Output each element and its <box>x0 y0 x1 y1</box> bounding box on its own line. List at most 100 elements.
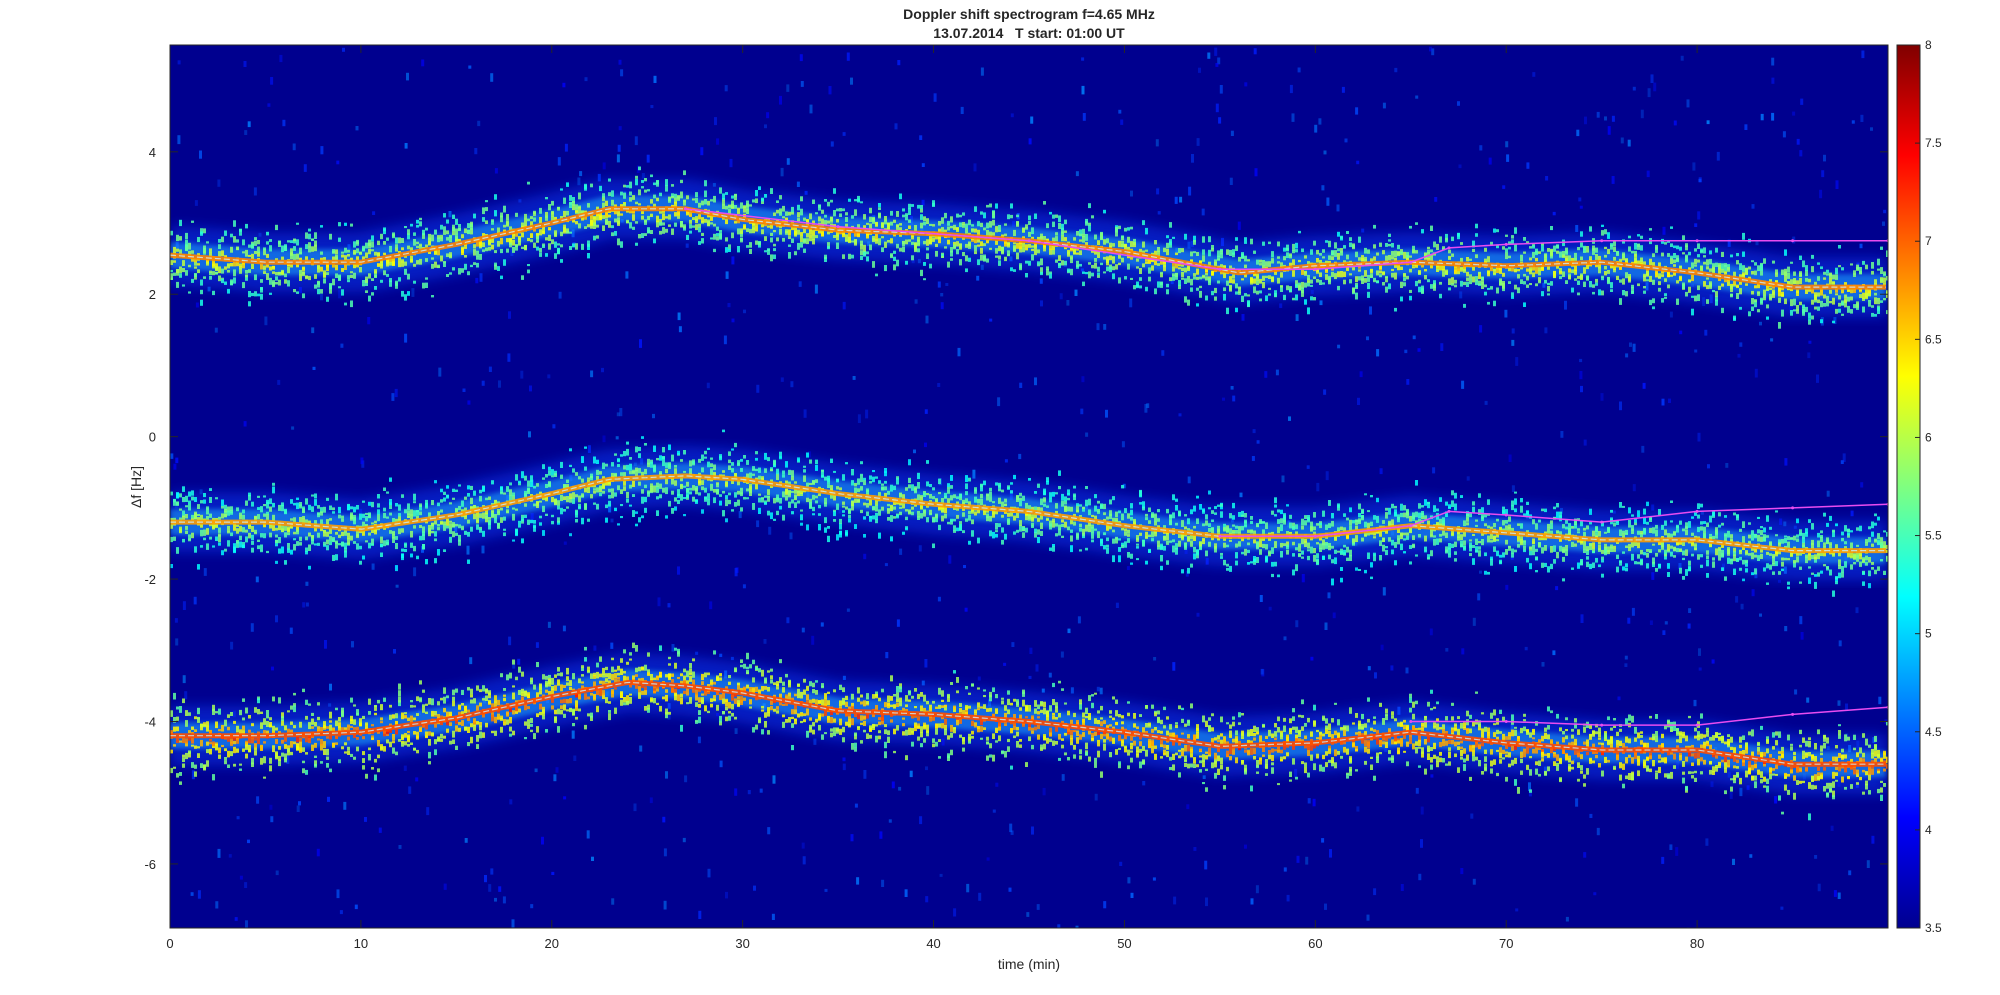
trace-speck <box>182 268 185 273</box>
trace-speck <box>269 292 272 295</box>
noise-speck <box>939 873 943 877</box>
trace-speck <box>272 271 275 274</box>
trace-speck <box>485 497 488 501</box>
trace-speck <box>569 195 572 201</box>
noise-speck <box>786 158 790 165</box>
trace-speck <box>797 218 800 222</box>
trace-speck <box>1514 227 1517 234</box>
noise-speck <box>1740 603 1744 610</box>
trace-speck <box>488 496 491 500</box>
trace-speck <box>488 246 491 251</box>
trace-speck <box>311 506 314 512</box>
trace-speck <box>392 536 395 543</box>
trace-speck <box>218 239 221 243</box>
trace-speck <box>623 480 626 486</box>
noise-speck <box>986 857 990 861</box>
trace-speck <box>302 271 305 277</box>
noise-speck <box>1316 482 1320 492</box>
trace-speck <box>512 513 515 521</box>
noise-speck <box>1806 697 1810 703</box>
trace-speck <box>929 263 932 269</box>
trace-speck <box>1067 268 1070 273</box>
trace-speck <box>206 261 209 266</box>
trace-speck <box>1157 263 1160 266</box>
noise-speck <box>1552 650 1556 656</box>
trace-speck <box>434 480 437 484</box>
trace-speck <box>341 531 344 537</box>
trace-speck <box>608 500 611 507</box>
trace-speck <box>614 492 617 497</box>
trace-speck <box>1487 301 1490 305</box>
noise-speck <box>742 584 746 589</box>
trace-speck <box>371 522 374 525</box>
trace-speck <box>335 273 338 278</box>
trace-speck <box>509 495 512 502</box>
trace-speck <box>599 485 602 490</box>
trace-speck <box>827 220 830 224</box>
trace-speck <box>554 470 557 476</box>
trace-speck <box>1715 262 1718 267</box>
trace-speck <box>272 486 275 494</box>
trace-speck <box>761 229 764 235</box>
trace-speck <box>728 459 731 464</box>
trace-speck <box>899 247 902 252</box>
trace-speck <box>623 472 626 477</box>
trace-speck <box>797 212 800 218</box>
trace-speck <box>1658 287 1661 292</box>
trace-speck <box>1535 257 1538 262</box>
trace-speck <box>464 496 467 500</box>
trace-speck <box>1538 270 1541 276</box>
trace-speck <box>773 243 776 247</box>
trace-speck <box>1655 244 1658 250</box>
trace-speck <box>1442 264 1445 271</box>
trace-speck <box>251 526 254 532</box>
trace-speck <box>1703 261 1706 265</box>
trace-speck <box>227 288 230 294</box>
trace-speck <box>1451 283 1454 286</box>
trace-speck <box>377 252 380 257</box>
trace-speck <box>602 202 605 209</box>
trace-speck <box>1181 264 1184 267</box>
trace-speck <box>1604 229 1607 235</box>
trace-speck <box>932 224 935 227</box>
trace-speck <box>1472 265 1475 271</box>
noise-speck <box>190 892 194 896</box>
noise-speck <box>904 889 908 897</box>
trace-speck <box>1712 266 1715 274</box>
trace-speck <box>1805 277 1808 282</box>
trace-speck <box>296 239 299 246</box>
trace-speck <box>419 503 422 507</box>
trace-speck <box>875 222 878 227</box>
trace-speck <box>563 496 566 500</box>
noise-speck <box>1552 211 1556 216</box>
trace-speck <box>1262 260 1265 266</box>
trace-speck <box>401 247 404 251</box>
trace-speck <box>572 204 575 211</box>
trace-speck <box>383 270 386 276</box>
trace-speck <box>323 530 326 537</box>
trace-speck <box>653 194 656 199</box>
trace-speck <box>347 254 350 257</box>
trace-speck <box>707 499 710 506</box>
trace-speck <box>1034 249 1037 256</box>
noise-speck <box>1466 476 1470 481</box>
trace-speck <box>878 203 881 208</box>
trace-speck <box>1811 315 1814 320</box>
noise-speck <box>391 393 395 401</box>
trace-speck <box>1664 296 1667 299</box>
trace-speck <box>1607 277 1610 285</box>
noise-speck <box>633 803 637 812</box>
noise-speck <box>671 644 675 652</box>
trace-speck <box>1499 278 1502 281</box>
noise-speck <box>1526 162 1530 169</box>
trace-speck <box>656 496 659 500</box>
trace-speck <box>524 514 527 518</box>
trace-speck <box>1130 255 1133 260</box>
trace-speck <box>1538 267 1541 272</box>
noise-speck <box>1297 67 1301 73</box>
trace-speck <box>200 514 203 522</box>
noise-speck <box>1661 856 1665 864</box>
trace-speck <box>356 531 359 537</box>
trace-speck <box>266 231 269 236</box>
noise-speck <box>842 675 846 680</box>
